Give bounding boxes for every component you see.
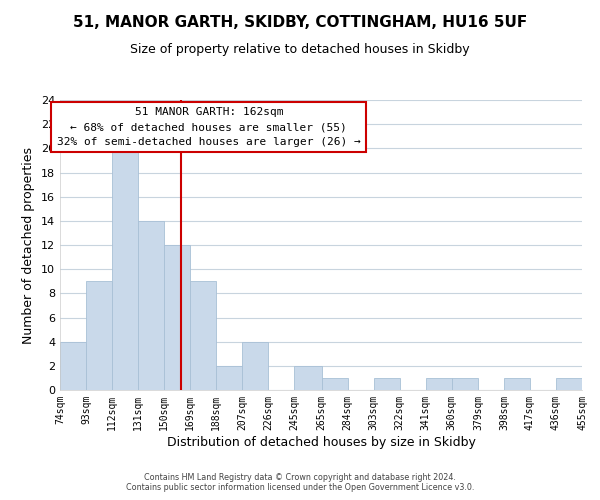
Bar bbox=[426, 378, 452, 390]
X-axis label: Distribution of detached houses by size in Skidby: Distribution of detached houses by size … bbox=[167, 436, 475, 448]
Text: Size of property relative to detached houses in Skidby: Size of property relative to detached ho… bbox=[130, 42, 470, 56]
Y-axis label: Number of detached properties: Number of detached properties bbox=[22, 146, 35, 344]
Bar bbox=[322, 378, 348, 390]
Bar bbox=[242, 342, 268, 390]
Bar bbox=[60, 342, 86, 390]
Text: 51 MANOR GARTH: 162sqm
← 68% of detached houses are smaller (55)
32% of semi-det: 51 MANOR GARTH: 162sqm ← 68% of detached… bbox=[57, 108, 361, 147]
Bar bbox=[112, 148, 138, 390]
Bar bbox=[556, 378, 582, 390]
Bar bbox=[86, 281, 112, 390]
Text: Contains public sector information licensed under the Open Government Licence v3: Contains public sector information licen… bbox=[126, 484, 474, 492]
Text: 51, MANOR GARTH, SKIDBY, COTTINGHAM, HU16 5UF: 51, MANOR GARTH, SKIDBY, COTTINGHAM, HU1… bbox=[73, 15, 527, 30]
Bar bbox=[504, 378, 530, 390]
Bar bbox=[216, 366, 242, 390]
Bar bbox=[138, 221, 164, 390]
Bar bbox=[190, 281, 216, 390]
Text: Contains HM Land Registry data © Crown copyright and database right 2024.: Contains HM Land Registry data © Crown c… bbox=[144, 474, 456, 482]
Bar bbox=[164, 245, 190, 390]
Bar bbox=[452, 378, 478, 390]
Bar bbox=[374, 378, 400, 390]
Bar bbox=[294, 366, 322, 390]
